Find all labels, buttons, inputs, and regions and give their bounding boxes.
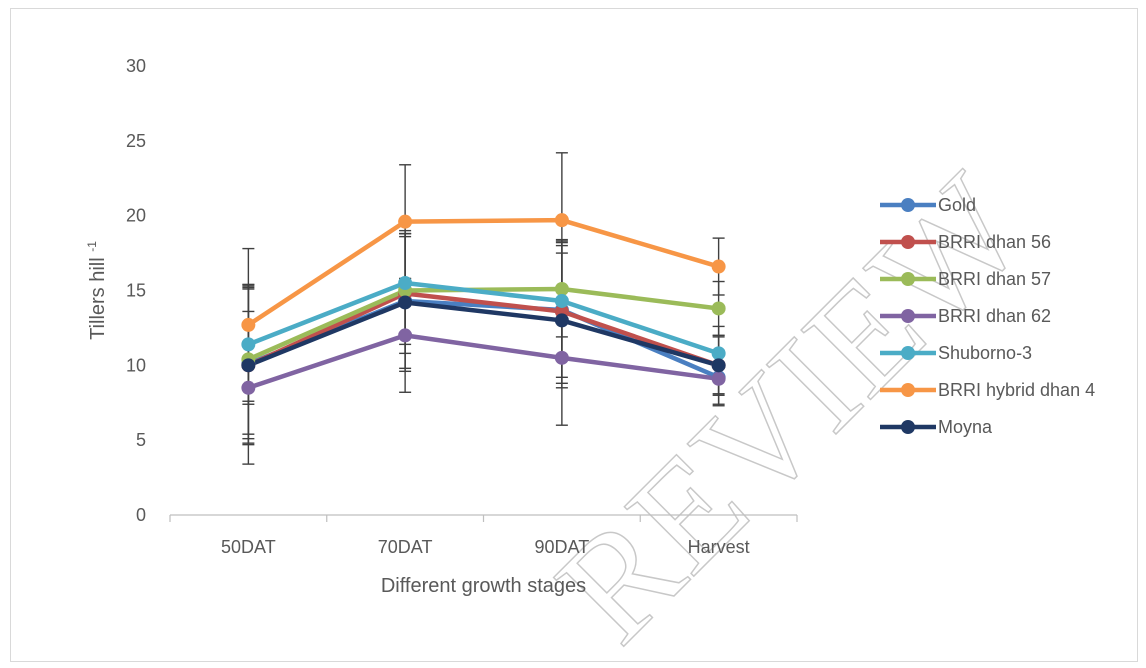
y-tick-label: 10: [126, 355, 146, 375]
data-point: [554, 293, 569, 308]
data-point: [398, 214, 413, 229]
y-axis-title: Tillers hill -1: [85, 241, 109, 340]
data-point: [398, 276, 413, 291]
legend-swatch-marker: [901, 383, 915, 397]
x-tick-label: 50DAT: [221, 537, 276, 557]
data-point: [398, 295, 413, 310]
legend-label: BRRI dhan 62: [938, 306, 1051, 326]
y-axis-title-main: Tillers hill: [87, 257, 109, 340]
legend-label: BRRI dhan 56: [938, 232, 1051, 252]
legend-swatch-marker: [901, 346, 915, 360]
watermark-text: REVIEW: [526, 143, 1056, 668]
data-point: [241, 358, 256, 373]
data-point: [711, 259, 726, 274]
y-axis-title-sup: -1: [85, 241, 99, 252]
chart-frame: [10, 8, 1138, 662]
x-tick-label: 70DAT: [378, 537, 433, 557]
series-line-5: [247, 217, 720, 327]
legend: Gold BRRI dhan 56 BRRI dhan 57 BRRI dhan 62…: [880, 195, 1095, 437]
legend-swatch-marker: [901, 198, 915, 212]
data-point: [711, 346, 726, 361]
data-point: [241, 317, 256, 332]
series-line-3: [247, 333, 719, 390]
data-point: [554, 282, 569, 297]
data-point: [398, 328, 413, 343]
series-line-4: [247, 280, 720, 356]
data-point: [554, 213, 569, 228]
legend-swatch-marker: [901, 235, 915, 249]
series-points: [241, 213, 726, 395]
legend-label: Moyna: [938, 417, 993, 437]
legend-label: Shuborno-3: [938, 343, 1032, 363]
data-point: [711, 358, 726, 373]
y-tick-label: 30: [126, 56, 146, 76]
y-tick-label: 5: [136, 430, 146, 450]
x-tick-label: 90DAT: [535, 537, 590, 557]
y-tick-label: 15: [126, 281, 146, 301]
error-bars: [242, 152, 725, 465]
watermark: REVIEW: [525, 143, 1057, 668]
series-line-6: [247, 300, 720, 368]
data-point: [241, 380, 256, 395]
x-axis-title: Different growth stages: [381, 575, 586, 597]
y-tick-label: 0: [136, 505, 146, 525]
series-lines: [247, 217, 720, 390]
data-point: [711, 371, 726, 386]
data-point: [554, 350, 569, 365]
data-point: [554, 313, 569, 328]
legend-label: BRRI dhan 57: [938, 269, 1051, 289]
data-point: [711, 301, 726, 316]
legend-swatch-marker: [901, 309, 915, 323]
axes: 50DAT 70DAT 90DAT Harvest 0 5 10 15 20 25 30: [126, 56, 798, 557]
series-line-1: [247, 291, 720, 368]
data-point: [241, 337, 256, 352]
legend-label: BRRI hybrid dhan 4: [938, 380, 1095, 400]
legend-swatch-marker: [901, 420, 915, 434]
y-tick-label: 25: [126, 131, 146, 151]
legend-swatch-marker: [901, 272, 915, 286]
y-tick-label: 20: [126, 206, 146, 226]
x-tick-label: Harvest: [688, 537, 750, 557]
legend-label: Gold: [938, 195, 976, 215]
